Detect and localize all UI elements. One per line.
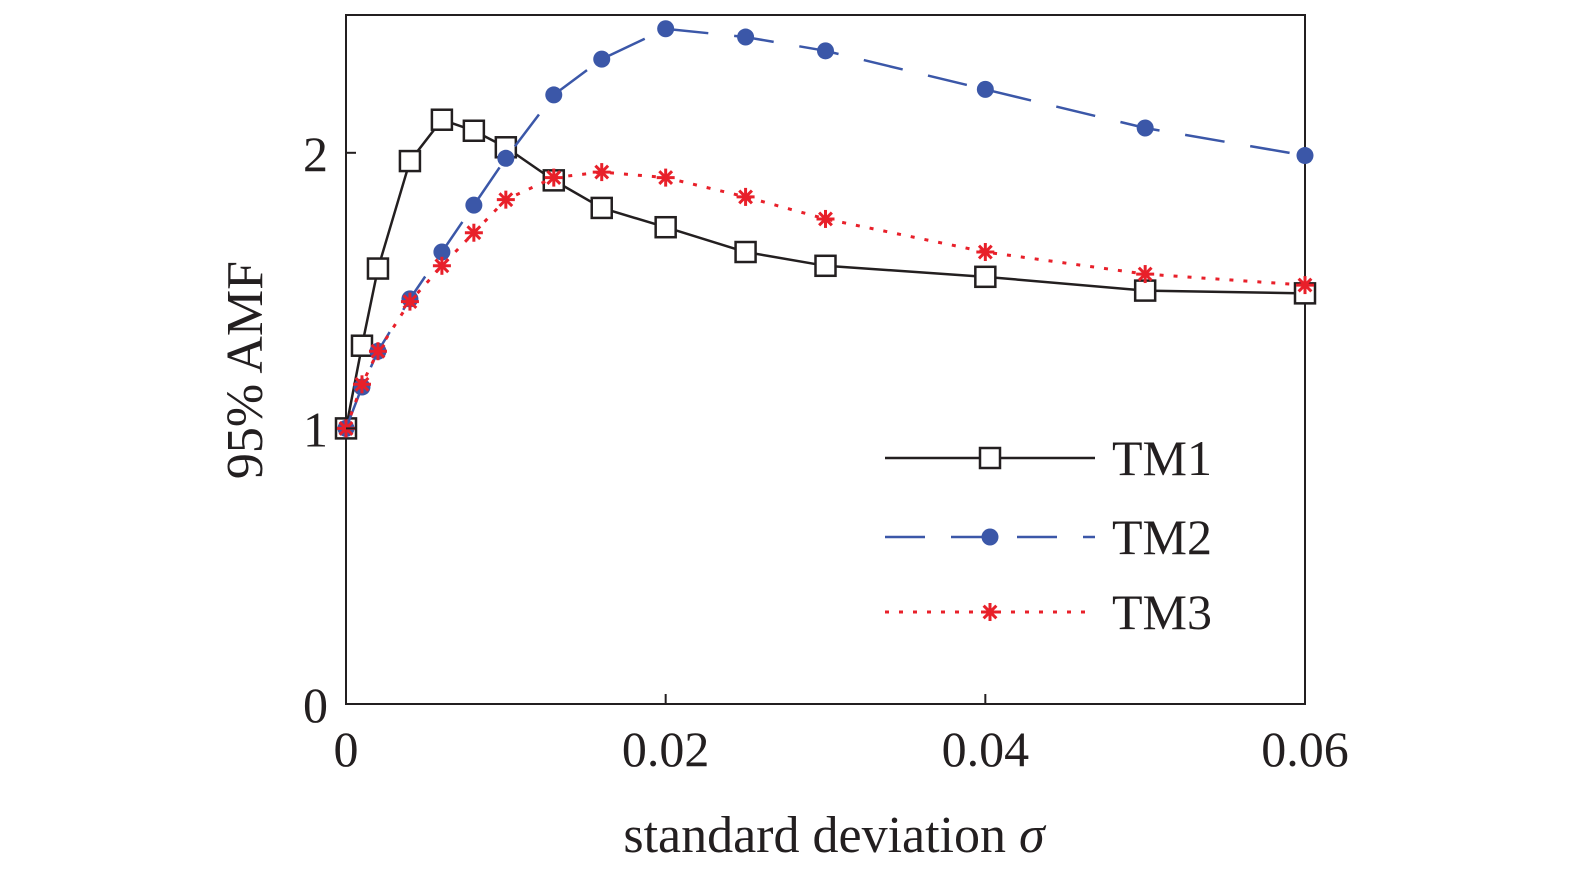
data-point-tm2 xyxy=(976,80,994,98)
series-line-tm2 xyxy=(344,27,1306,429)
series-tm1 xyxy=(334,108,1317,440)
data-point-tm1 xyxy=(734,240,757,264)
tick-layer: 0 0.02 0.04 0.06 0 1 2 xyxy=(303,126,1349,777)
data-point-tm2 xyxy=(465,196,483,214)
data-point-tm1 xyxy=(462,119,486,143)
y-axis-label: 95% AMF xyxy=(217,261,274,479)
plot-frame xyxy=(345,14,1306,705)
data-point-tm3 xyxy=(1296,276,1314,295)
legend-label-tm3: TM3 xyxy=(1112,584,1212,640)
x-tick-label: 0 xyxy=(334,721,359,777)
data-point-tm2 xyxy=(593,50,611,68)
data-point-tm1 xyxy=(590,196,613,220)
x-tick-label: 0.06 xyxy=(1261,721,1349,777)
legend: TM1 TM2 TM3 xyxy=(885,430,1212,640)
data-point-tm2 xyxy=(737,28,755,46)
data-point-tm2 xyxy=(433,243,451,261)
legend-entry-tm3: TM3 xyxy=(885,584,1212,640)
data-point-tm2 xyxy=(657,20,675,38)
data-point-tm3 xyxy=(368,342,387,361)
data-point-tm1 xyxy=(366,257,390,280)
data-point-tm1 xyxy=(398,149,422,173)
data-point-tm3 xyxy=(352,375,371,394)
data-point-tm2 xyxy=(497,149,515,167)
data-point-tm1 xyxy=(814,254,837,278)
data-point-tm3 xyxy=(464,223,483,242)
y-tick-label: 1 xyxy=(303,401,328,457)
data-point-tm3 xyxy=(432,256,451,275)
plot-area-border xyxy=(345,14,1306,705)
x-tick-label: 0.02 xyxy=(622,721,710,777)
data-point-tm2 xyxy=(817,42,834,60)
data-point-tm3 xyxy=(976,243,995,262)
legend-marker-tm1 xyxy=(978,446,1002,470)
legend-marker-tm3 xyxy=(981,603,999,621)
legend-label-tm1: TM1 xyxy=(1112,430,1212,486)
series-layer xyxy=(334,20,1317,440)
data-point-tm1 xyxy=(430,108,454,131)
data-point-tm3 xyxy=(592,163,611,182)
data-point-tm2 xyxy=(1296,147,1314,165)
data-point-tm1 xyxy=(654,215,677,239)
data-point-tm1 xyxy=(974,265,997,289)
legend-entry-tm2: TM2 xyxy=(885,509,1212,565)
data-point-tm3 xyxy=(400,292,419,311)
legend-marker-tm2 xyxy=(981,528,999,546)
y-tick-label: 0 xyxy=(303,677,328,733)
data-point-tm3 xyxy=(656,168,675,187)
data-point-tm2 xyxy=(1136,119,1154,137)
data-point-tm3 xyxy=(736,187,755,206)
series-tm2 xyxy=(337,20,1314,437)
legend-label-tm2: TM2 xyxy=(1112,509,1212,565)
data-point-tm3 xyxy=(816,209,835,228)
data-point-tm2 xyxy=(545,86,563,104)
legend-entry-tm1: TM1 xyxy=(885,430,1212,486)
x-tick-label: 0.04 xyxy=(942,721,1030,777)
series-tm3 xyxy=(337,163,1314,438)
x-axis-label: standard deviation σ xyxy=(623,807,1047,864)
data-point-tm3 xyxy=(496,190,515,209)
data-point-tm3 xyxy=(544,168,563,187)
data-point-tm1 xyxy=(1133,279,1157,302)
data-point-tm3 xyxy=(1136,265,1155,284)
y-tick-label: 2 xyxy=(303,126,328,182)
